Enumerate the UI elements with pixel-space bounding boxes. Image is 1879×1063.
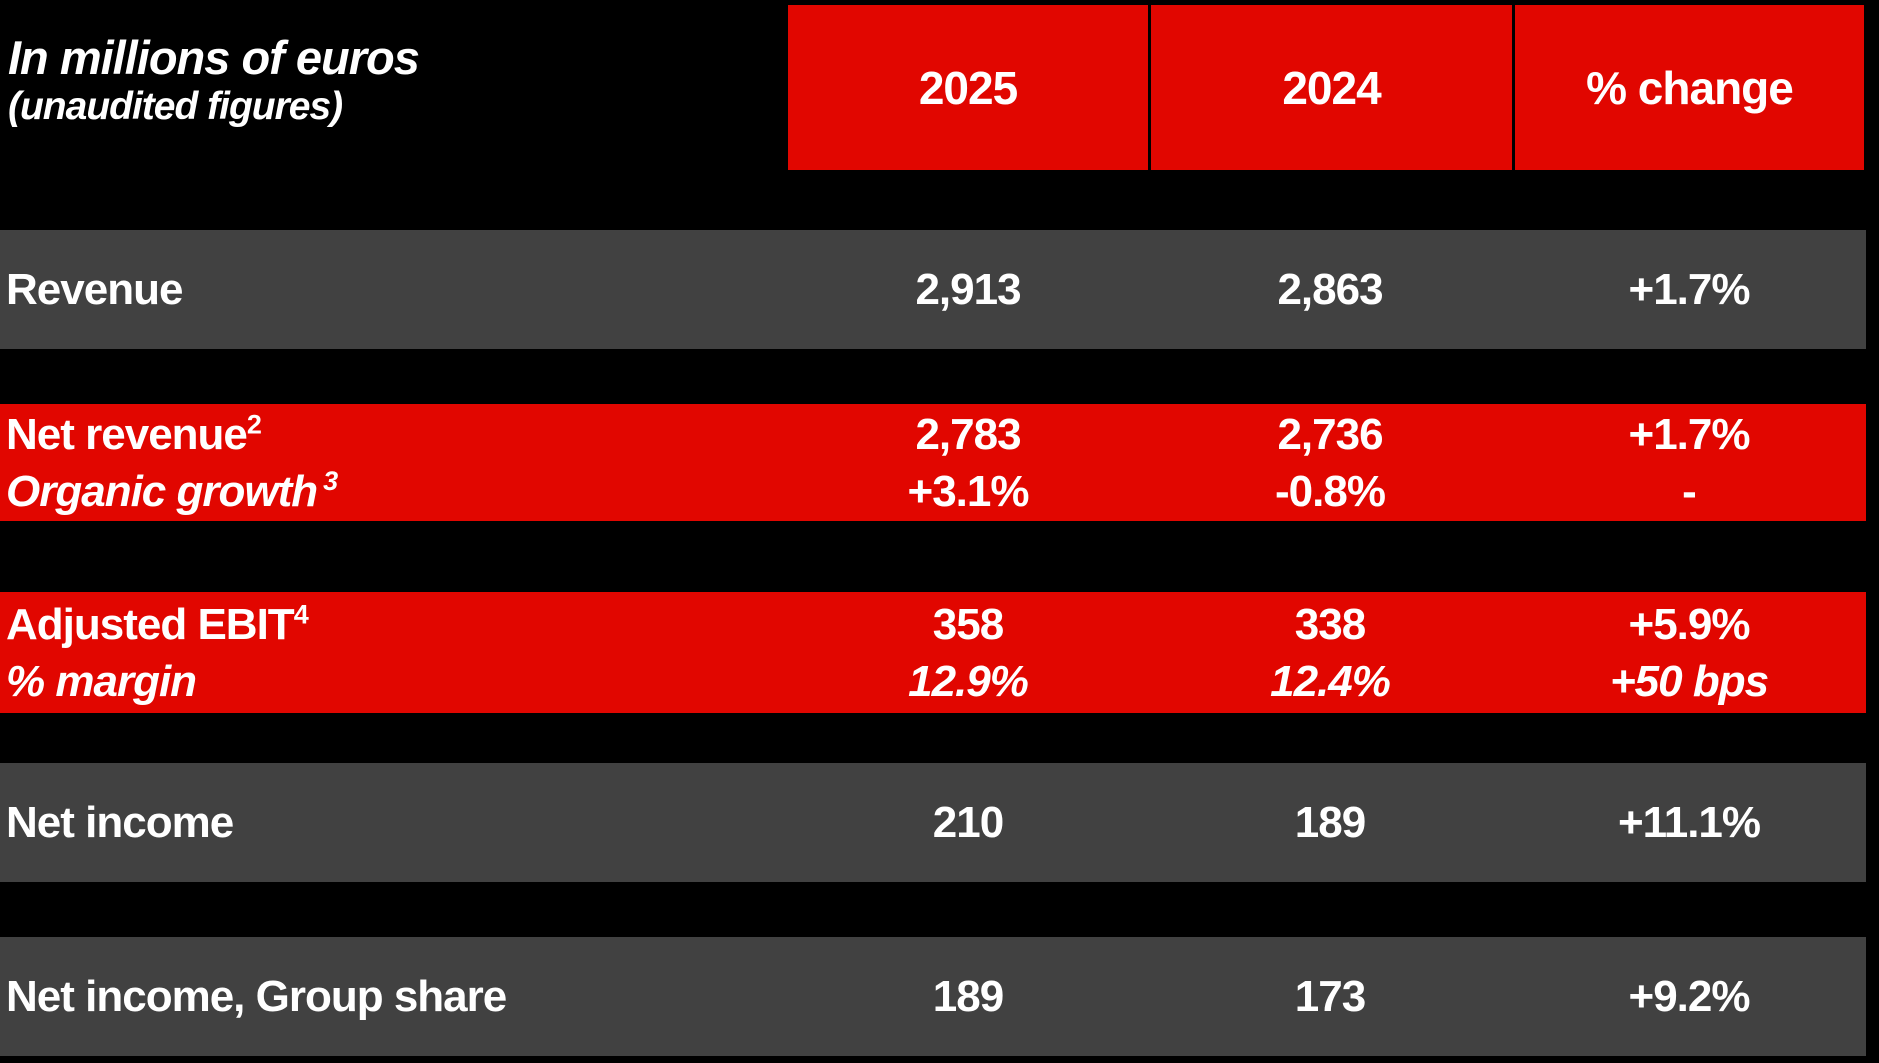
revenue-2024-value: 2,863: [1277, 265, 1383, 314]
margin-change-value: +50 bps: [1609, 656, 1769, 706]
column-header-pct-change: % change: [1512, 5, 1864, 170]
adjusted-ebit-change-value: +5.9%: [1628, 599, 1751, 649]
revenue-2025-value: 2,913: [915, 265, 1021, 314]
net-revenue-label-line: Net revenue2: [6, 408, 262, 459]
row-label-revenue: Revenue: [6, 265, 183, 314]
footnote-ref-4: 4: [293, 598, 309, 629]
net-income-change-value: +11.1%: [1617, 798, 1761, 847]
row-label-net-revenue: Net revenue2 Organic growth 3: [0, 406, 788, 520]
adjusted-ebit-2024-cell: 338 12.4%: [1148, 596, 1512, 710]
footnote-ref-3: 3: [323, 465, 339, 496]
adjusted-ebit-label-line: Adjusted EBIT4: [6, 598, 309, 649]
margin-label-line: % margin: [6, 656, 197, 706]
row-label-net-income-group-share: Net income, Group share: [6, 972, 507, 1021]
revenue-change-value: +1.7%: [1628, 265, 1751, 314]
table-header-row: 2025 2024 % change: [788, 5, 1864, 170]
net-income-group-share-change-value: +9.2%: [1628, 972, 1751, 1021]
row-label-net-income: Net income: [6, 798, 234, 847]
table-row-revenue: Revenue 2,913 2,863 +1.7%: [0, 230, 1866, 349]
net-revenue-2025-cell: 2,783 +3.1%: [788, 406, 1148, 520]
net-income-2025-value: 210: [932, 798, 1004, 847]
column-header-2024: 2024: [1148, 5, 1512, 170]
row-label-adjusted-ebit: Adjusted EBIT4 % margin: [0, 596, 788, 710]
table-row-net-income-group-share: Net income, Group share 189 173 +9.2%: [0, 937, 1866, 1056]
adjusted-ebit-change-cell: +5.9% +50 bps: [1512, 596, 1866, 710]
net-income-group-share-2025-value: 189: [932, 972, 1004, 1021]
organic-growth-2025-value: +3.1%: [907, 466, 1030, 516]
net-income-2024-value: 189: [1294, 798, 1366, 847]
caption-line-1: In millions of euros: [8, 31, 420, 84]
net-revenue-change-cell: +1.7% -: [1512, 406, 1866, 520]
margin-2025-value: 12.9%: [908, 656, 1029, 706]
net-revenue-2024-cell: 2,736 -0.8%: [1148, 406, 1512, 520]
caption-line-2: (unaudited figures): [8, 85, 343, 128]
table-row-adjusted-ebit: Adjusted EBIT4 % margin 358 12.9% 338 12…: [0, 592, 1866, 713]
column-header-2025: 2025: [788, 5, 1148, 170]
footnote-ref-2: 2: [246, 408, 262, 439]
table-row-net-revenue: Net revenue2 Organic growth 3 2,783 +3.1%…: [0, 404, 1866, 521]
organic-growth-change-value: -: [1682, 466, 1697, 516]
net-revenue-2024-value: 2,736: [1277, 409, 1383, 459]
organic-growth-2024-value: -0.8%: [1275, 466, 1386, 516]
adjusted-ebit-2025-value: 358: [932, 599, 1004, 649]
margin-2024-value: 12.4%: [1270, 656, 1391, 706]
table-unit-caption: In millions of euros (unaudited figures): [8, 31, 420, 130]
adjusted-ebit-2025-cell: 358 12.9%: [788, 596, 1148, 710]
net-income-group-share-2024-value: 173: [1294, 972, 1366, 1021]
net-revenue-change-value: +1.7%: [1628, 409, 1751, 459]
organic-growth-label-line: Organic growth 3: [6, 465, 339, 516]
table-row-net-income: Net income 210 189 +11.1%: [0, 763, 1866, 882]
adjusted-ebit-2024-value: 338: [1294, 599, 1366, 649]
net-revenue-2025-value: 2,783: [915, 409, 1021, 459]
